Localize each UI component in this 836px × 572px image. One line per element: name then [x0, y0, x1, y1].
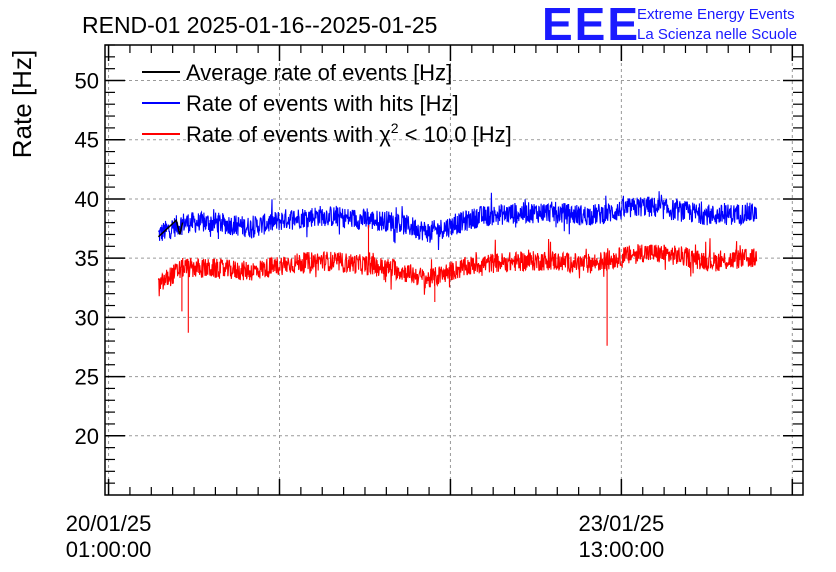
- y-tick-label: 45: [75, 128, 99, 153]
- legend-label-average: Average rate of events [Hz]: [186, 60, 452, 85]
- y-tick-label: 50: [75, 69, 99, 94]
- legend-chi2-pre: Rate of events with: [186, 122, 379, 147]
- legend-chi2-sup: 2: [391, 120, 399, 136]
- y-tick-label: 25: [75, 365, 99, 390]
- series-chi2-rate: [157, 225, 758, 346]
- series-average-rate: [157, 218, 184, 238]
- legend-chi2-symbol: χ: [379, 122, 391, 147]
- legend-chi2-post: < 10.0 [Hz]: [399, 122, 512, 147]
- x-tick-label-date: 20/01/25: [66, 511, 152, 536]
- x-tick-label-time: 01:00:00: [66, 537, 152, 562]
- x-tick-label-date: 23/01/25: [579, 511, 665, 536]
- legend: Average rate of events [Hz] Rate of even…: [142, 60, 512, 147]
- eee-logo-line1: Extreme Energy Events: [637, 6, 795, 23]
- legend-label-hits: Rate of events with hits [Hz]: [186, 91, 459, 116]
- axes: [104, 44, 804, 496]
- y-axis-label: Rate [Hz]: [7, 50, 37, 158]
- series-layer: [157, 191, 758, 346]
- y-tick-label: 35: [75, 246, 99, 271]
- legend-label-chi2: Rate of events with χ2 < 10.0 [Hz]: [186, 120, 512, 147]
- series-hits-rate: [158, 191, 758, 251]
- x-tick-label-time: 13:00:00: [579, 537, 665, 562]
- y-tick-label: 20: [75, 424, 99, 449]
- eee-logo-line2: La Scienza nelle Scuole: [637, 26, 797, 43]
- y-tick-label: 30: [75, 305, 99, 330]
- eee-logo-mark: EEE: [542, 0, 640, 50]
- eee-logo: EEE Extreme Energy Events La Scienza nel…: [542, 0, 797, 50]
- chart-title: REND-01 2025-01-16--2025-01-25: [82, 12, 437, 38]
- y-tick-label: 40: [75, 187, 99, 212]
- y-tick-labels: 20 25 30 35 40 45 50: [75, 69, 99, 449]
